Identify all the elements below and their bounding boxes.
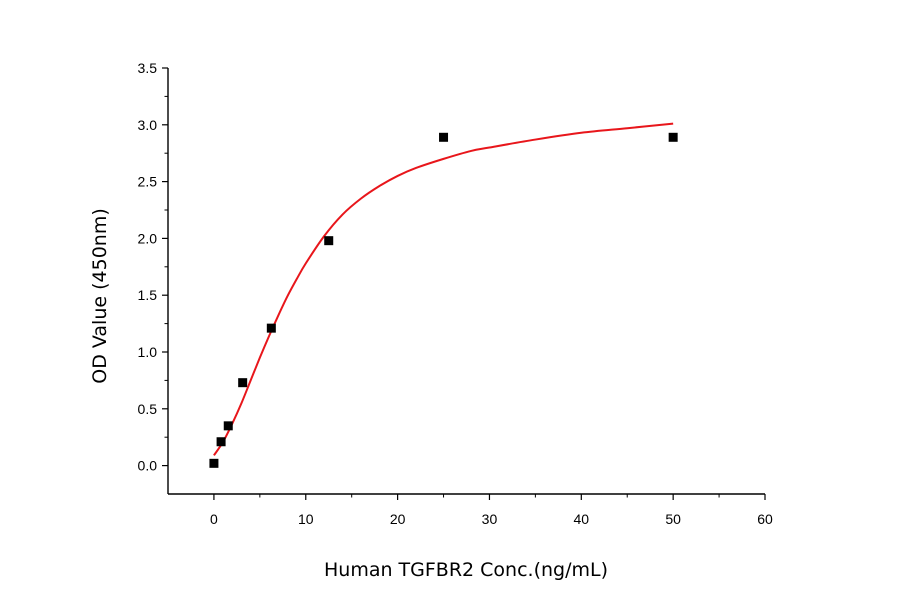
y-tick-label: 0.5 xyxy=(138,401,158,417)
x-tick-label: 30 xyxy=(482,511,498,527)
data-point xyxy=(324,236,334,246)
data-point xyxy=(216,437,226,447)
x-tick-label: 50 xyxy=(665,511,681,527)
x-tick-label: 10 xyxy=(298,511,314,527)
x-tick-label: 40 xyxy=(574,511,590,527)
data-point xyxy=(439,132,449,142)
x-tick-label: 0 xyxy=(210,511,218,527)
y-axis-title: OD Value (450nm) xyxy=(89,208,111,383)
y-tick-label: 0.0 xyxy=(138,458,158,474)
data-point xyxy=(223,421,233,431)
fit-curve-line xyxy=(213,122,674,456)
plot-area: 0 10 20 30 40 50 60 0.0 0.5 1.0 1.5 2.0 2.5 3.0 3.5 xyxy=(138,60,773,527)
x-tick-label: 60 xyxy=(757,511,773,527)
data-point xyxy=(266,323,276,333)
y-tick-label: 3.5 xyxy=(138,60,158,76)
data-point xyxy=(209,458,219,468)
x-axis-title: Human TGFBR2 Conc.(ng/mL) xyxy=(324,559,608,581)
x-tick-label: 20 xyxy=(390,511,406,527)
y-tick-label: 3.0 xyxy=(138,117,158,133)
y-tick-label: 2.0 xyxy=(138,230,158,246)
y-tick-label: 1.0 xyxy=(138,344,158,360)
data-point xyxy=(238,378,248,388)
y-tick-label: 1.5 xyxy=(138,287,158,303)
data-point xyxy=(668,132,678,142)
y-tick-label: 2.5 xyxy=(138,174,158,190)
